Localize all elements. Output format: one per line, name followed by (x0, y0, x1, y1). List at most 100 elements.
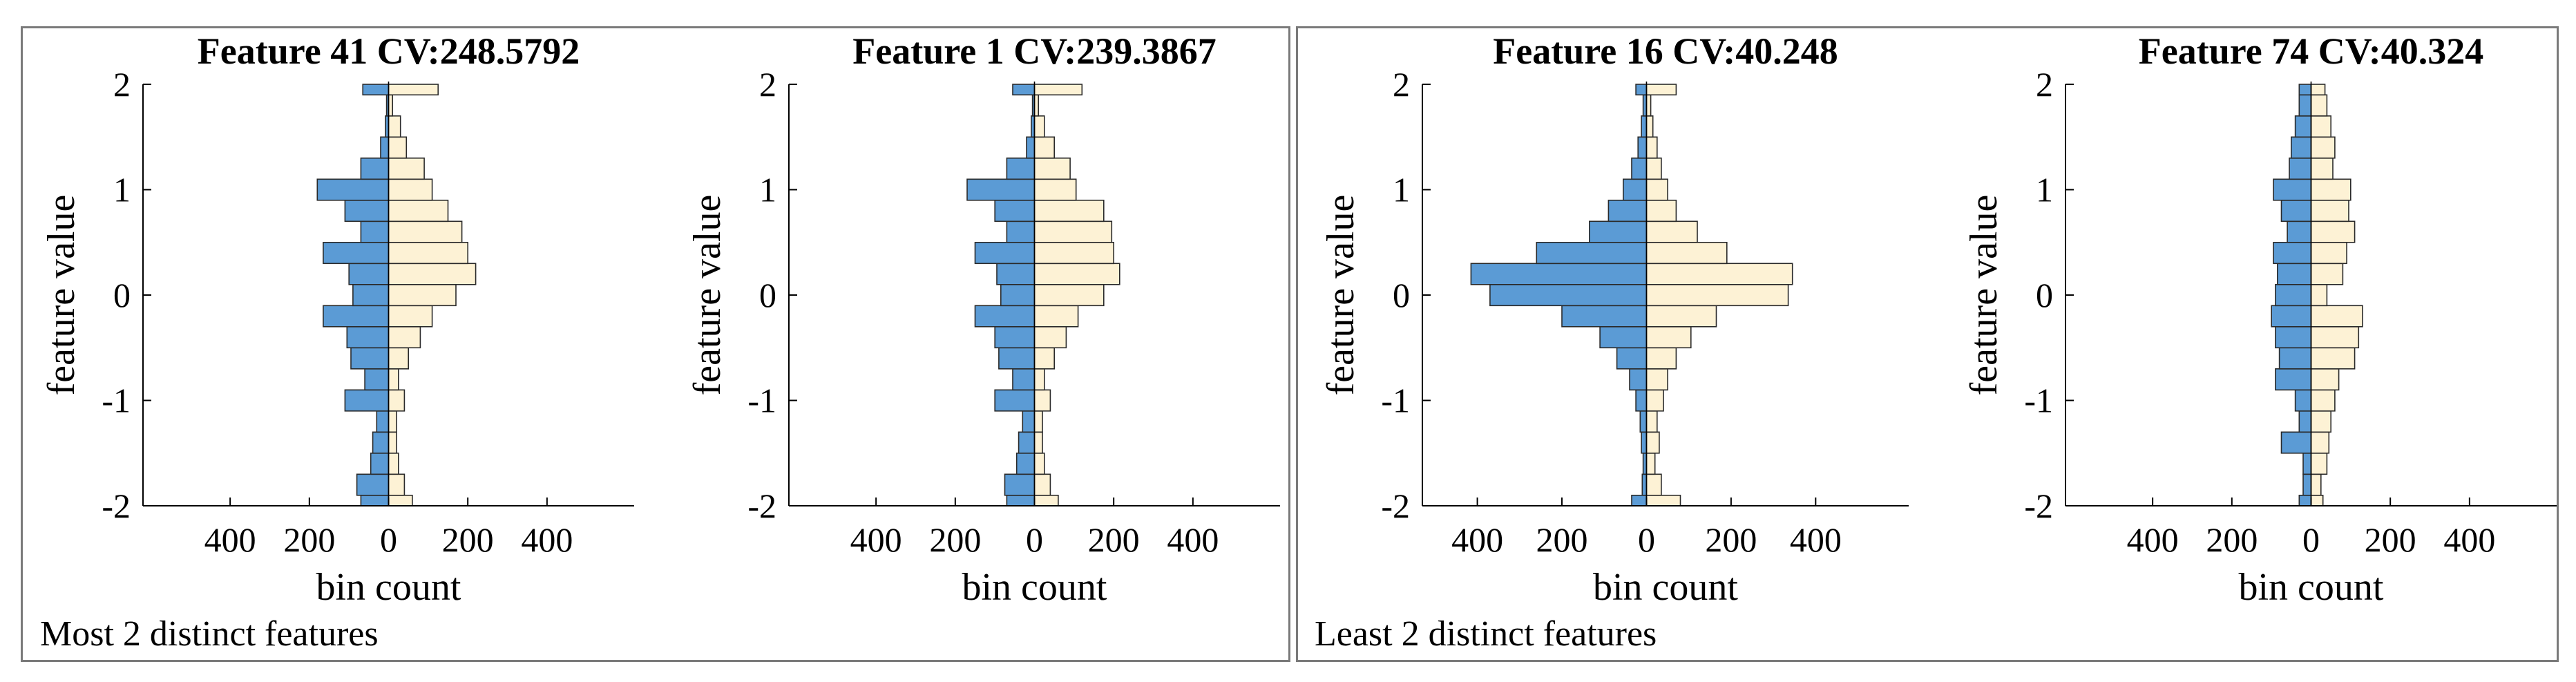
bar-right-4-6 (2310, 368, 2340, 391)
bar-right-4-17 (2310, 136, 2336, 159)
y-tick-label-3-3: 1 (1393, 171, 1410, 209)
left-panel (21, 26, 1290, 662)
bar-left-1-17 (380, 136, 390, 159)
bar-left-1-0 (360, 494, 390, 506)
y-axis-label-3: feature value (1319, 195, 1362, 396)
bar-left-2-5 (994, 389, 1036, 412)
bar-right-3-14 (1645, 199, 1677, 222)
bar-right-4-15 (2310, 178, 2351, 201)
bar-right-4-13 (2310, 220, 2356, 243)
bar-left-2-17 (1026, 136, 1036, 159)
y-tick-label-1-2: 0 (113, 276, 131, 314)
bar-right-3-18 (1645, 115, 1654, 138)
bar-right-3-10 (1645, 283, 1789, 307)
bar-right-1-0 (388, 494, 413, 506)
bar-left-2-8 (994, 325, 1036, 349)
bar-right-1-8 (388, 325, 421, 349)
bar-right-4-12 (2310, 241, 2347, 265)
bar-left-2-2 (1015, 452, 1036, 475)
bar-right-4-16 (2310, 158, 2334, 180)
x-tick-label-4-2: 0 (2302, 520, 2320, 559)
y-tick-label-3-1: -1 (1381, 381, 1410, 420)
bar-right-3-4 (1645, 410, 1658, 433)
bar-left-1-4 (376, 410, 390, 433)
y-tick-label-1-0: -2 (102, 486, 131, 525)
bar-left-1-2 (370, 452, 390, 475)
y-tick-label-4-2: 0 (2036, 276, 2053, 314)
bar-right-1-2 (388, 452, 399, 475)
bar-right-4-10 (2310, 283, 2328, 307)
caption-most-distinct: Most 2 distinct features (40, 614, 379, 654)
caption-least-distinct: Least 2 distinct features (1315, 614, 1657, 654)
bar-left-3-15 (1623, 178, 1648, 201)
bar-left-3-10 (1489, 283, 1648, 307)
y-tick-label-4-1: -1 (2024, 381, 2053, 420)
bar-right-3-11 (1645, 263, 1793, 285)
bar-left-4-18 (2294, 115, 2312, 138)
bar-right-3-6 (1645, 368, 1668, 391)
bar-left-3-5 (1635, 389, 1648, 412)
bar-right-2-16 (1033, 158, 1071, 180)
bar-right-3-3 (1645, 431, 1660, 454)
bar-left-2-11 (996, 263, 1036, 285)
bar-left-3-0 (1631, 494, 1648, 506)
x-tick-label-2-2: 0 (1026, 520, 1043, 559)
x-tick-label-4-1: 200 (2206, 520, 2258, 559)
bar-left-4-15 (2273, 178, 2312, 201)
bar-right-2-19 (1033, 94, 1039, 117)
y-axis-label-2: feature value (686, 195, 729, 396)
bar-right-1-19 (388, 94, 393, 117)
bar-left-1-20 (362, 84, 390, 96)
bar-right-2-2 (1033, 452, 1045, 475)
bar-right-1-17 (388, 136, 408, 159)
chart-title-1: Feature 41 CV:248.5792 (198, 30, 580, 72)
bar-right-3-16 (1645, 158, 1662, 180)
y-axis-label-4: feature value (1963, 195, 2005, 396)
bar-right-2-14 (1033, 199, 1105, 222)
bar-left-2-15 (966, 178, 1036, 201)
bar-right-3-5 (1645, 389, 1664, 412)
bar-left-2-4 (1022, 410, 1036, 433)
bar-left-4-2 (2302, 452, 2312, 475)
x-tick-label-4-0: 400 (2127, 520, 2179, 559)
bar-left-1-11 (348, 263, 390, 285)
x-tick-label-3-0: 400 (1451, 520, 1503, 559)
y-tick-label-1-3: 1 (113, 171, 131, 209)
bar-left-3-20 (1635, 84, 1648, 96)
bar-right-2-1 (1033, 473, 1051, 496)
bar-left-1-12 (323, 241, 390, 265)
bar-left-3-12 (1536, 241, 1648, 265)
bar-left-2-9 (974, 305, 1036, 328)
bar-right-2-12 (1033, 241, 1114, 265)
bar-left-2-13 (1006, 220, 1036, 243)
bar-left-3-11 (1470, 263, 1648, 285)
bar-right-2-5 (1033, 389, 1051, 412)
bar-left-3-4 (1639, 410, 1648, 433)
y-tick-label-4-0: -2 (2024, 486, 2053, 525)
x-tick-label-2-0: 400 (850, 520, 902, 559)
bar-right-2-13 (1033, 220, 1113, 243)
bar-right-3-8 (1645, 325, 1692, 349)
x-tick-label-1-3: 200 (442, 520, 494, 559)
bar-left-4-16 (2289, 158, 2312, 180)
bar-right-1-3 (388, 431, 397, 454)
bar-right-2-7 (1033, 347, 1056, 370)
bar-left-1-6 (364, 368, 390, 391)
bar-left-2-10 (1000, 283, 1036, 307)
y-tick-label-1-1: -1 (102, 381, 131, 420)
chart-title-2: Feature 1 CV:239.3867 (852, 30, 1216, 72)
bar-left-4-9 (2271, 305, 2312, 328)
y-tick-label-1-4: 2 (113, 65, 131, 104)
bar-right-3-1 (1645, 473, 1662, 496)
bar-right-4-7 (2310, 347, 2356, 370)
bar-right-2-0 (1033, 494, 1059, 506)
bar-right-1-18 (388, 115, 401, 138)
y-tick-label-3-4: 2 (1393, 65, 1410, 104)
bar-left-4-13 (2287, 220, 2312, 243)
bar-left-1-14 (344, 199, 390, 222)
bar-right-2-11 (1033, 263, 1120, 285)
bar-right-1-12 (388, 241, 468, 265)
bar-right-4-11 (2310, 263, 2344, 285)
bar-left-4-20 (2298, 84, 2312, 96)
